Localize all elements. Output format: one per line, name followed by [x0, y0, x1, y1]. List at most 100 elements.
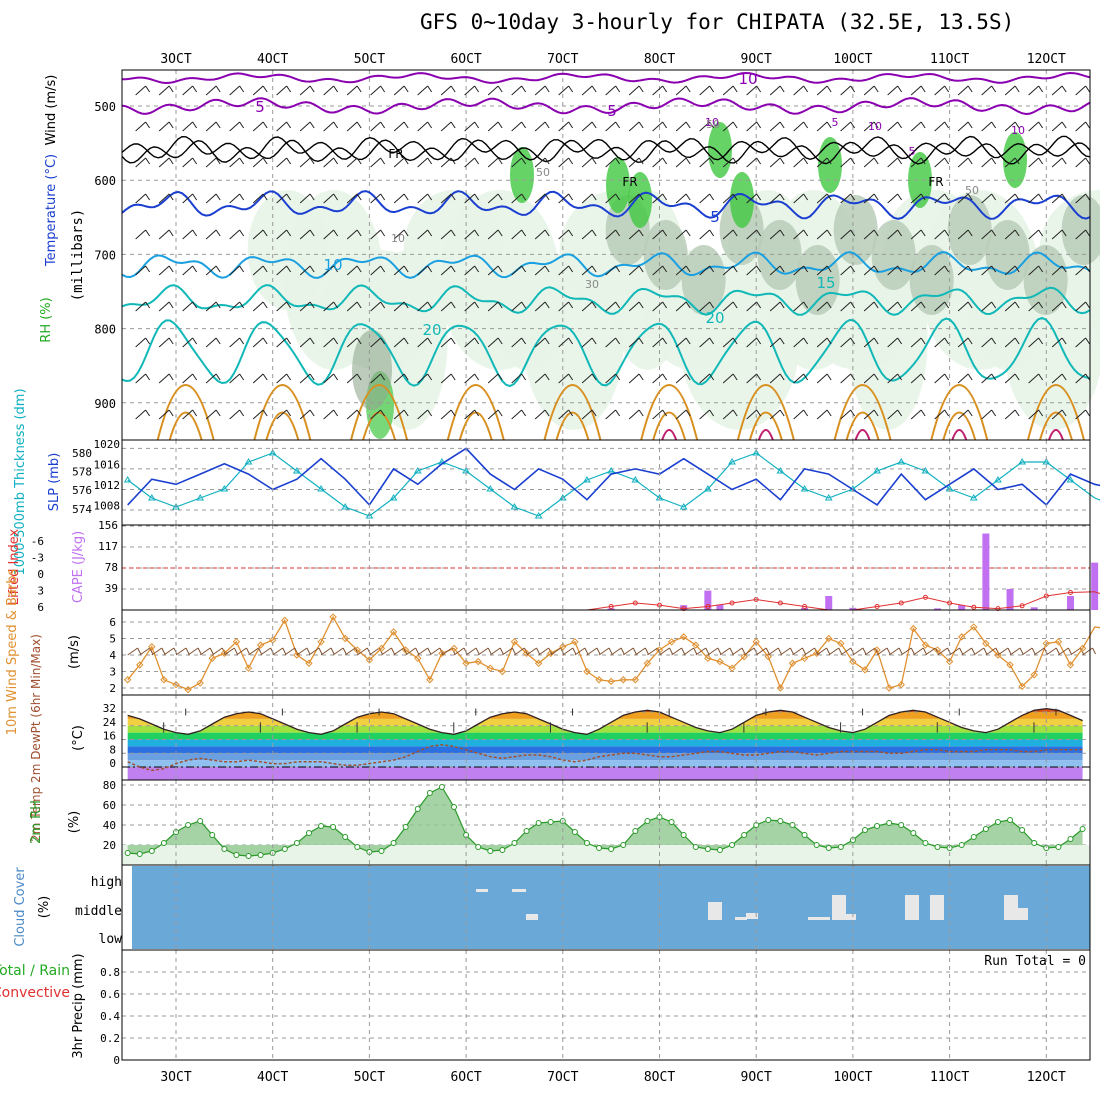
lifted-index-point: [729, 600, 735, 606]
wind-barb: [722, 301, 738, 312]
wind-barb: [346, 301, 362, 312]
pressure-tick-label: 600: [94, 174, 116, 188]
wind-barb: [652, 157, 668, 168]
temperature-isotherm: [640, 384, 699, 441]
temp-line: [127, 707, 1083, 735]
thickness-point: [921, 467, 930, 474]
rh-point: [813, 842, 820, 848]
temperature-isotherm: [942, 411, 977, 441]
wind-speed-point: [849, 657, 857, 666]
wind-speed-point: [281, 616, 289, 625]
wind-barb: [163, 647, 178, 656]
thickness-point: [607, 467, 616, 474]
x-tick-label-top: 4OCT: [257, 52, 288, 67]
temp-axis-label: 2m Temp 2m DewPt (6hr Min/Max): [29, 634, 43, 842]
wind-barb: [863, 121, 879, 132]
rh-point: [789, 822, 796, 828]
wind-barb: [581, 301, 597, 312]
wind-barb: [628, 121, 644, 132]
rh-high-area: [510, 147, 534, 203]
wind-barb: [205, 409, 221, 420]
wind-barb: [252, 121, 268, 132]
thickness-point: [172, 503, 180, 510]
wind-barb: [605, 121, 621, 132]
x-tick-label-top: 8OCT: [644, 52, 675, 67]
lifted-index-point: [777, 600, 783, 606]
wind-speed-point: [619, 676, 627, 684]
wind-barb: [417, 229, 433, 240]
rh-contour: [795, 245, 840, 315]
wind-barb: [659, 647, 673, 656]
wind-barb: [272, 647, 287, 656]
rh-point: [378, 848, 385, 854]
rh-point: [245, 853, 252, 859]
rh-point: [233, 852, 240, 858]
wind-barb: [628, 157, 644, 168]
x-tick-label-bottom: 8OCT: [644, 1070, 675, 1085]
wind-barb: [151, 647, 166, 656]
lifted-index-point: [1019, 603, 1025, 609]
wind-barb: [675, 301, 691, 312]
temp-band: [127, 753, 1083, 761]
x-tick-label-top: 10OCT: [833, 52, 872, 67]
wind-barb: [558, 157, 574, 168]
wind-barb: [417, 647, 432, 656]
wind-barb: [370, 265, 386, 276]
wind-barb: [1075, 373, 1091, 384]
wind-barb: [628, 409, 644, 420]
wind-speed-point: [643, 659, 652, 667]
wind-barb: [699, 265, 715, 276]
wind-barb: [605, 373, 621, 384]
temp-band: [127, 760, 1083, 767]
wind-barb: [746, 121, 762, 132]
wind-speed-point: [764, 652, 772, 661]
cape-bar: [982, 533, 990, 610]
wind-barb: [981, 121, 997, 132]
wind-speed-point: [800, 654, 809, 663]
wind-barb: [558, 373, 574, 384]
wind-barb: [675, 265, 691, 276]
wind-barb: [957, 157, 973, 168]
wind-barb: [558, 85, 574, 96]
wind-barb: [252, 373, 268, 384]
wind-barb: [158, 157, 174, 168]
wind-barb: [158, 121, 174, 132]
rh-point: [354, 844, 361, 850]
thickness-point: [534, 512, 543, 519]
wind-barb: [863, 409, 879, 420]
thickness-axis-label: 1000-500mb Thickness (dm): [13, 388, 28, 575]
x-tick-label-top: 5OCT: [354, 52, 385, 67]
wind-barb: [1070, 647, 1084, 656]
wind-barb: [487, 229, 503, 240]
wind-barb: [840, 193, 856, 204]
wind-barb: [997, 647, 1012, 656]
wind-speed-point: [1054, 638, 1063, 646]
wind-barb: [417, 409, 433, 420]
wind-barb: [913, 647, 927, 656]
wind-speed-point: [353, 646, 362, 654]
wind-speed-point: [921, 641, 930, 649]
cloud-block: [708, 902, 722, 920]
wind-speed-point: [1030, 671, 1038, 679]
rh-point: [209, 832, 216, 838]
wind-barb: [393, 157, 409, 168]
wind-barb: [887, 409, 903, 420]
precip-total-label: Total / Rain: [0, 963, 70, 979]
wind-speed-point: [1018, 682, 1026, 691]
wind-barb: [252, 265, 268, 276]
x-tick-label-top: 6OCT: [450, 52, 481, 67]
rh-tick-label: 20: [103, 839, 116, 852]
rh-point: [124, 850, 131, 856]
wind-barb: [158, 373, 174, 384]
wind-units-label: (m/s): [67, 635, 82, 669]
cloud-block: [735, 917, 747, 920]
wind-barb: [699, 157, 715, 168]
wind-barb: [605, 409, 621, 420]
rh-contour-label: 50: [536, 166, 550, 179]
wind-barb: [863, 337, 879, 348]
wind-barb: [417, 337, 433, 348]
wind-barb: [910, 193, 926, 204]
wind-barb: [252, 193, 268, 204]
wind-barb: [252, 229, 268, 240]
lifted-index-point: [681, 606, 687, 612]
